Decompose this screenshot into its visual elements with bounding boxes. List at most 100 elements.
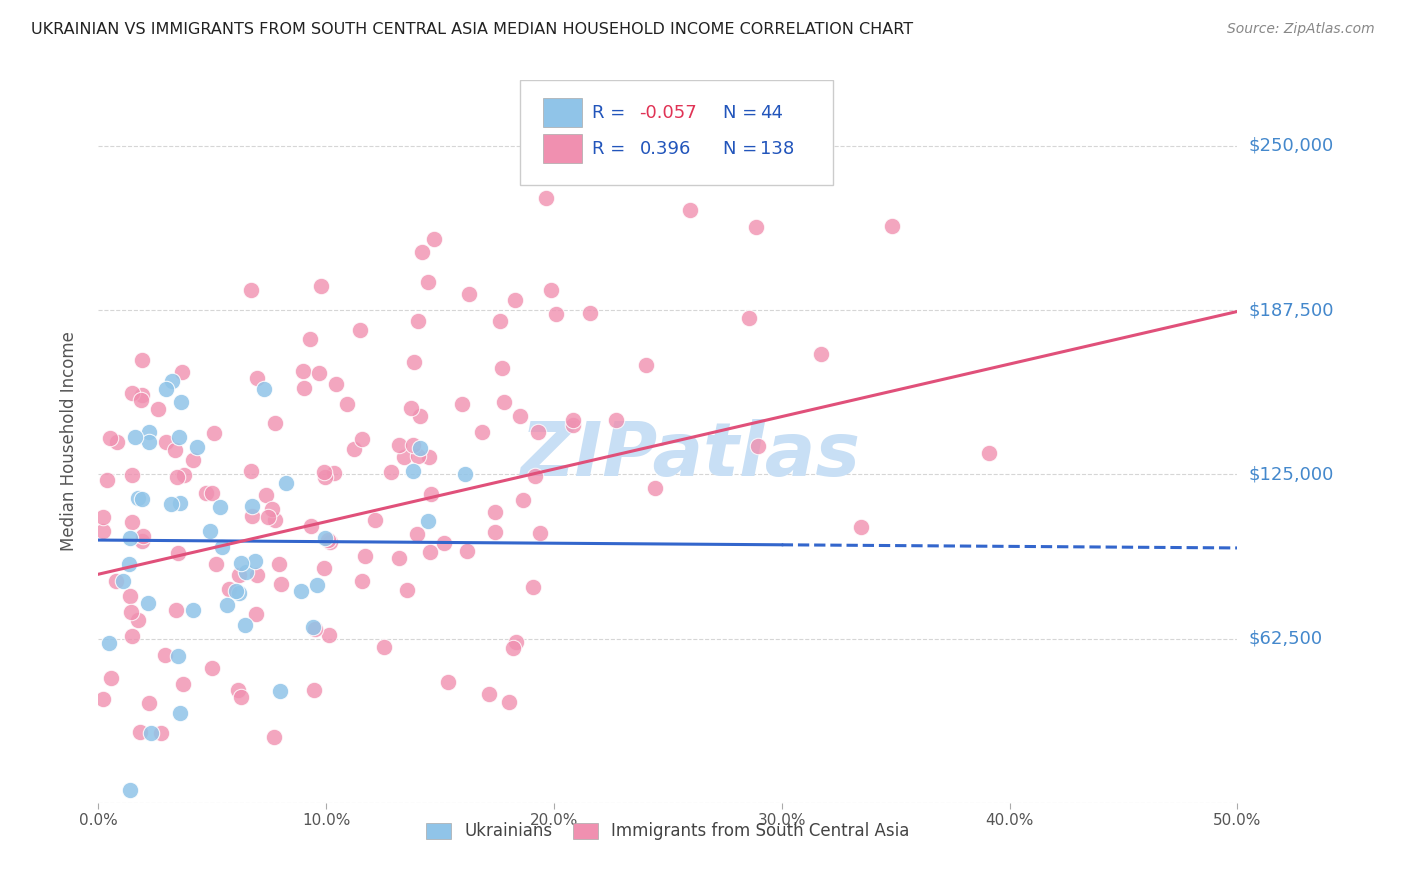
Point — [172, 365, 194, 379]
Point — [245, 554, 267, 568]
Point — [416, 514, 439, 528]
Point — [418, 545, 440, 559]
Point — [471, 425, 494, 439]
Point — [745, 219, 768, 234]
Point — [314, 470, 336, 484]
Point — [352, 432, 374, 446]
Point — [256, 510, 278, 524]
Point — [120, 605, 142, 619]
Text: $62,500: $62,500 — [1249, 630, 1323, 648]
Point — [423, 232, 446, 246]
Point — [118, 557, 141, 571]
Point — [489, 313, 512, 327]
Point — [316, 533, 339, 547]
Point — [492, 394, 515, 409]
Point — [512, 493, 534, 508]
Point — [131, 491, 153, 506]
Point — [245, 607, 267, 621]
Point — [146, 401, 169, 416]
Point — [98, 431, 121, 445]
Point — [364, 513, 387, 527]
Point — [153, 648, 176, 663]
Point — [395, 583, 418, 598]
Text: $250,000: $250,000 — [1249, 137, 1334, 155]
Point — [458, 286, 481, 301]
Text: 44: 44 — [761, 103, 783, 122]
Point — [155, 382, 177, 396]
Point — [121, 467, 143, 482]
Point — [167, 430, 190, 444]
FancyBboxPatch shape — [543, 135, 582, 163]
Point — [299, 519, 322, 533]
Point — [166, 470, 188, 484]
Point — [209, 500, 232, 514]
Point — [240, 283, 263, 297]
Point — [111, 574, 134, 589]
Point — [218, 582, 240, 596]
Point — [201, 485, 224, 500]
Point — [155, 435, 177, 450]
Point — [810, 346, 832, 360]
Point — [127, 613, 149, 627]
Point — [484, 524, 506, 539]
Text: R =: R = — [592, 140, 630, 158]
Point — [172, 677, 194, 691]
Point — [254, 488, 277, 502]
Point — [540, 283, 562, 297]
Point — [121, 386, 143, 401]
Point — [200, 524, 222, 538]
Text: $187,500: $187,500 — [1249, 301, 1334, 319]
Point — [264, 513, 287, 527]
Point — [129, 393, 152, 408]
Point — [484, 506, 506, 520]
Text: 138: 138 — [761, 140, 794, 158]
Point — [100, 671, 122, 685]
Point — [418, 275, 440, 289]
Point — [302, 683, 325, 698]
Point — [498, 695, 520, 709]
Point — [561, 413, 583, 427]
Point — [169, 496, 191, 510]
Point — [217, 598, 239, 612]
Point — [401, 465, 423, 479]
Point — [505, 635, 527, 649]
Point — [350, 574, 373, 588]
Text: $125,000: $125,000 — [1249, 466, 1334, 483]
Point — [308, 366, 330, 380]
Point — [644, 481, 666, 495]
Point — [373, 640, 395, 654]
Point — [170, 395, 193, 409]
Point — [634, 358, 657, 372]
Text: Source: ZipAtlas.com: Source: ZipAtlas.com — [1227, 22, 1375, 37]
Point — [131, 352, 153, 367]
Point — [290, 584, 312, 599]
Point — [380, 465, 402, 479]
Point — [388, 437, 411, 451]
Point — [181, 452, 204, 467]
Point — [402, 438, 425, 452]
Point — [229, 556, 252, 570]
Point — [121, 515, 143, 529]
Point — [354, 549, 377, 563]
Text: UKRAINIAN VS IMMIGRANTS FROM SOUTH CENTRAL ASIA MEDIAN HOUSEHOLD INCOME CORRELAT: UKRAINIAN VS IMMIGRANTS FROM SOUTH CENTR… — [31, 22, 912, 37]
FancyBboxPatch shape — [520, 80, 832, 185]
Point — [502, 640, 524, 655]
Point — [173, 467, 195, 482]
Point — [409, 441, 432, 455]
Point — [562, 418, 585, 433]
Point — [228, 683, 250, 698]
Point — [127, 491, 149, 506]
Point — [524, 469, 547, 483]
Point — [299, 332, 322, 346]
Point — [150, 726, 173, 740]
Point — [138, 435, 160, 450]
Point — [336, 397, 359, 411]
Point — [579, 305, 602, 319]
Point — [503, 293, 526, 307]
Point — [239, 464, 262, 478]
Point — [679, 202, 702, 217]
Point — [737, 311, 759, 326]
Point — [411, 244, 433, 259]
Point — [309, 279, 332, 293]
Point — [478, 687, 501, 701]
